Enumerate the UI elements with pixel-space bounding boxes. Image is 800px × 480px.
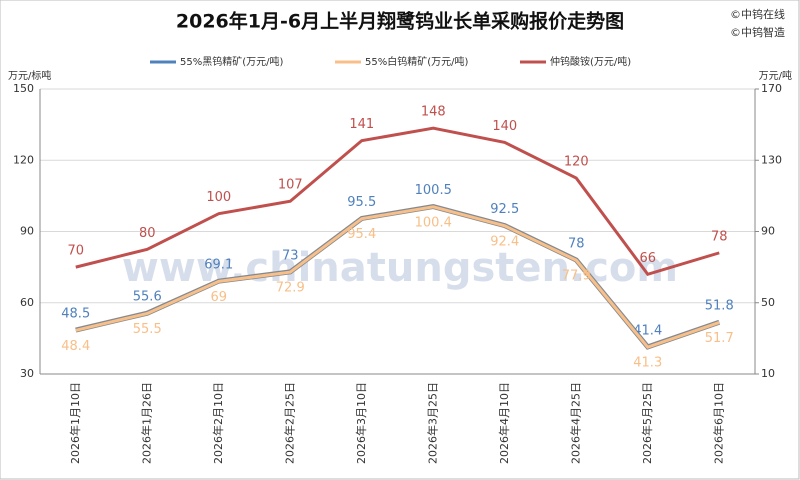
credit: ©中钨智造 (730, 25, 785, 39)
legend-label: 仲钨酸铵(万元/吨) (550, 55, 631, 68)
data-label: 92.4 (490, 234, 519, 249)
data-label: 73 (282, 248, 299, 263)
data-label: 51.8 (705, 299, 734, 314)
data-label: 70 (67, 244, 84, 259)
x-tick-label: 2026年3月10日 (354, 382, 368, 464)
x-tick-label: 2026年4月10日 (497, 382, 511, 464)
data-label: 100.4 (415, 215, 452, 230)
y-tick-label: 150 (13, 82, 34, 95)
x-tick-label: 2026年3月25日 (425, 382, 439, 464)
legend-label: 55%白钨精矿(万元/吨) (365, 55, 468, 68)
y2-tick-label: 90 (761, 225, 775, 238)
y-tick-label: 30 (20, 367, 34, 380)
data-label: 48.5 (61, 307, 90, 322)
y-axis-title: 万元/标吨 (8, 69, 51, 82)
data-label: 66 (639, 251, 656, 266)
data-label: 140 (492, 119, 517, 134)
data-label: 69.1 (204, 258, 233, 273)
x-tick-label: 2026年1月10日 (68, 382, 82, 464)
data-label: 100 (206, 190, 231, 205)
data-label: 120 (564, 155, 589, 170)
legend-label: 55%黑钨精矿(万元/吨) (180, 55, 283, 68)
data-label: 78 (711, 229, 728, 244)
y-tick-label: 60 (20, 296, 34, 309)
y2-tick-label: 50 (761, 296, 775, 309)
chart-title: 2026年1月-6月上半月翔鹭钨业长单采购报价走势图 (176, 10, 624, 33)
x-tick-label: 2026年1月26日 (139, 382, 153, 464)
data-label: 72.9 (276, 281, 305, 296)
x-tick-label: 2026年2月25日 (282, 382, 296, 464)
data-label: 41.4 (633, 323, 662, 338)
data-label: 95.5 (347, 195, 376, 210)
data-label: 95.4 (347, 227, 376, 242)
data-label: 77.9 (562, 269, 591, 284)
series-line (75, 126, 720, 276)
data-label: 55.6 (133, 290, 162, 305)
y2-tick-label: 170 (761, 82, 782, 95)
data-label: 92.5 (490, 202, 519, 217)
data-label: 141 (349, 117, 374, 132)
credit: ©中钨在线 (730, 7, 785, 21)
y-tick-label: 120 (13, 153, 34, 166)
data-label: 148 (421, 105, 446, 120)
y2-tick-label: 130 (761, 153, 782, 166)
x-tick-label: 2026年6月10日 (711, 382, 725, 464)
data-label: 78 (568, 237, 585, 252)
data-label: 41.3 (633, 356, 662, 371)
data-label: 51.7 (705, 331, 734, 346)
data-label: 100.5 (415, 183, 452, 198)
data-label: 48.4 (61, 339, 90, 354)
x-tick-label: 2026年4月25日 (568, 382, 582, 464)
x-tick-label: 2026年5月25日 (640, 382, 654, 464)
series-line (75, 205, 720, 349)
data-label: 80 (139, 226, 156, 241)
data-label: 55.5 (133, 322, 162, 337)
y-tick-label: 90 (20, 225, 34, 238)
y2-tick-label: 10 (761, 367, 775, 380)
data-label: 69 (210, 290, 227, 305)
y2-axis-title: 万元/吨 (759, 69, 792, 82)
data-label: 107 (278, 178, 303, 193)
x-tick-label: 2026年2月10日 (211, 382, 225, 464)
